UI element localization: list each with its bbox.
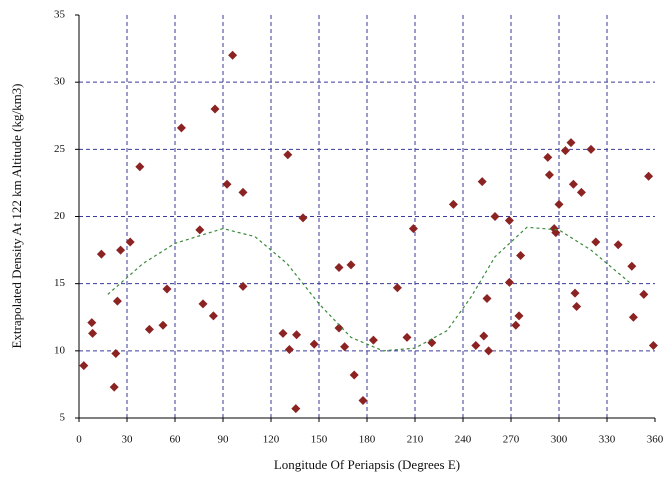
data-point: [477, 177, 487, 187]
x-tick-label: 300: [551, 434, 568, 446]
data-point: [554, 199, 564, 209]
y-tick-label: 5: [60, 412, 66, 424]
data-point: [79, 361, 89, 371]
data-point: [111, 349, 121, 359]
data-point: [334, 323, 344, 333]
x-tick-label: 180: [359, 434, 376, 446]
data-point: [309, 339, 319, 349]
data-point: [334, 263, 344, 273]
data-point: [560, 146, 570, 156]
data-point: [613, 240, 623, 250]
data-point: [628, 312, 638, 322]
data-point: [278, 328, 288, 338]
y-tick-label: 20: [54, 210, 66, 222]
data-point: [484, 346, 494, 356]
data-point: [648, 340, 658, 350]
data-point: [543, 152, 553, 162]
data-point: [238, 281, 248, 291]
data-point: [96, 249, 106, 259]
data-point: [346, 260, 356, 270]
data-point: [511, 320, 521, 330]
data-point: [158, 320, 168, 330]
data-point: [482, 293, 492, 303]
data-point: [222, 179, 232, 189]
data-point: [125, 237, 135, 247]
y-axis-title: Extrapolated Density At 122 km Altitude …: [9, 83, 24, 348]
data-point: [516, 250, 526, 260]
y-tick-label: 25: [54, 143, 66, 155]
x-tick-label: 60: [170, 434, 182, 446]
data-point: [504, 216, 514, 226]
x-tick-label: 360: [647, 434, 664, 446]
data-point: [238, 187, 248, 197]
data-point: [116, 245, 126, 255]
data-point: [298, 213, 308, 223]
data-point: [490, 212, 500, 221]
data-point: [576, 187, 586, 197]
data-point: [568, 179, 578, 189]
data-point: [135, 162, 145, 172]
data-point: [479, 331, 489, 341]
y-tick-label: 15: [54, 277, 66, 289]
data-point: [349, 370, 359, 380]
data-point: [408, 224, 418, 234]
data-point: [570, 288, 580, 298]
x-tick-label: 30: [122, 434, 134, 446]
data-point: [195, 225, 205, 235]
data-point: [284, 344, 294, 354]
data-point: [109, 382, 119, 392]
data-point: [162, 284, 172, 294]
data-point: [402, 332, 412, 342]
data-point: [283, 150, 293, 160]
data-point: [544, 170, 554, 180]
data-point: [448, 199, 458, 209]
x-tick-label: 240: [455, 434, 472, 446]
data-point: [639, 289, 649, 299]
data-point: [591, 237, 601, 247]
x-tick-label: 150: [311, 434, 328, 446]
data-point: [228, 50, 238, 60]
data-point: [208, 311, 218, 321]
data-point: [551, 228, 561, 238]
data-point: [210, 104, 220, 114]
data-point: [87, 318, 97, 328]
data-point: [566, 138, 576, 148]
data-point: [572, 302, 582, 312]
x-tick-label: 0: [76, 434, 82, 446]
x-tick-label: 120: [263, 434, 280, 446]
fit-curve: [107, 226, 632, 352]
data-point: [627, 261, 637, 271]
data-point: [514, 311, 524, 321]
data-point: [112, 296, 122, 306]
data-point: [392, 283, 402, 293]
data-point: [88, 328, 98, 338]
y-tick-label: 10: [54, 344, 66, 356]
data-point: [198, 299, 208, 309]
y-tick-label: 30: [54, 76, 66, 88]
x-tick-label: 330: [599, 434, 616, 446]
data-point: [291, 404, 301, 414]
x-tick-label: 270: [503, 434, 520, 446]
data-point: [358, 396, 368, 406]
y-tick-label: 35: [54, 9, 66, 21]
x-tick-label: 90: [218, 434, 230, 446]
data-point: [176, 123, 186, 133]
data-point: [644, 171, 654, 181]
data-point: [144, 324, 154, 334]
data-point: [586, 144, 596, 154]
data-point: [471, 340, 481, 350]
data-point: [340, 342, 350, 352]
x-axis-title: Longitude Of Periapsis (Degrees E): [274, 457, 460, 472]
data-point: [292, 330, 302, 340]
data-point: [504, 277, 514, 287]
x-tick-label: 210: [407, 434, 424, 446]
data-point: [368, 335, 378, 345]
